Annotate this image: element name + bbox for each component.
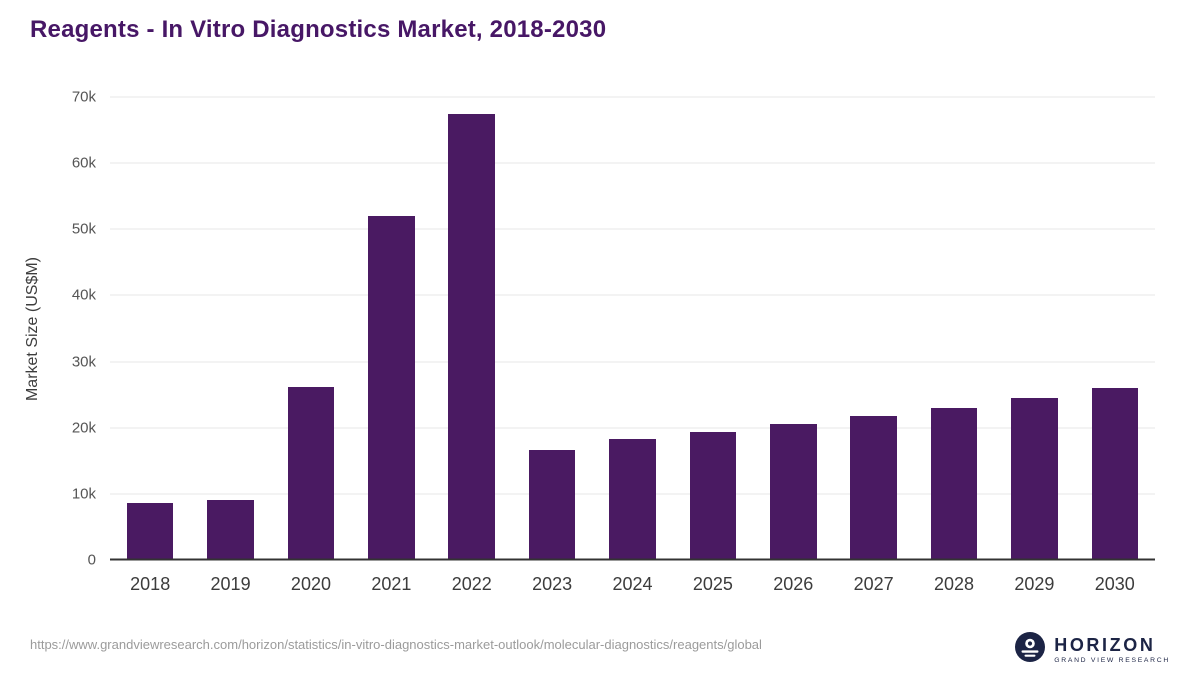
bar-2024: [609, 438, 656, 560]
bar-2021: [368, 216, 415, 560]
y-tick-label-10k: 10k: [71, 485, 96, 503]
x-tick-label-2023: 2023: [532, 574, 573, 594]
x-tick-label-2028: 2028: [934, 574, 975, 594]
x-tick-label-2020: 2020: [290, 574, 331, 594]
x-tick-label-2027: 2027: [853, 574, 894, 594]
gridline: [110, 294, 1155, 296]
gridline: [110, 361, 1155, 363]
x-tick-label-2025: 2025: [692, 574, 733, 594]
plot-area: 0 10k 20k 30k 40k 50k 60k 70k 2018 2019 2020 2021 20…: [72, 89, 1155, 594]
x-tick-label-2026: 2026: [773, 574, 814, 594]
bar-2029: [1011, 397, 1058, 560]
x-tick-label-2029: 2029: [1014, 574, 1055, 594]
x-tick-label-2021: 2021: [371, 574, 412, 594]
y-tick-label-30k: 30k: [71, 353, 96, 371]
y-tick-label-0: 0: [87, 551, 96, 569]
y-tick-label-60k: 60k: [71, 154, 96, 172]
bar-2023: [528, 450, 576, 560]
bar-2028: [930, 407, 978, 560]
gridline: [110, 228, 1155, 230]
horizon-logo: HORIZON GRAND VIEW RESEARCH: [1015, 632, 1170, 667]
y-tick-label-20k: 20k: [71, 419, 96, 437]
x-tick-label-2018: 2018: [130, 574, 171, 594]
gridline: [110, 162, 1155, 164]
bar-2022: [448, 113, 495, 560]
bar-2020: [287, 386, 335, 560]
footer: https://www.grandviewresearch.com/horizo…: [0, 630, 1200, 667]
logo-name: HORIZON: [1054, 634, 1156, 655]
x-tick-label-2019: 2019: [210, 574, 251, 594]
gridline: [110, 96, 1155, 98]
chart-title: Reagents - In Vitro Diagnostics Market, …: [30, 16, 607, 43]
y-tick-label-70k: 70k: [71, 88, 96, 106]
gridline: [110, 427, 1155, 429]
x-tick-label-2030: 2030: [1094, 574, 1135, 594]
x-axis-line: [110, 558, 1155, 561]
bar-2025: [689, 431, 737, 560]
x-tick-label-2022: 2022: [451, 574, 492, 594]
y-tick-label-40k: 40k: [71, 286, 96, 304]
bar-2030: [1091, 388, 1139, 560]
bar-2018: [126, 503, 174, 560]
y-tick-label-50k: 50k: [71, 220, 96, 238]
source-url: https://www.grandviewresearch.com/horizo…: [30, 637, 762, 652]
bar-2027: [850, 415, 897, 560]
bar-2019: [207, 500, 254, 560]
x-tick-label-2024: 2024: [612, 574, 653, 594]
horizon-logo-icon: [1015, 632, 1046, 667]
bar-2026: [770, 423, 817, 560]
logo-subtext: GRAND VIEW RESEARCH: [1054, 656, 1170, 664]
y-axis-label: Market Size (US$M): [24, 256, 41, 401]
horizon-logo-text: HORIZON GRAND VIEW RESEARCH: [1054, 636, 1170, 664]
